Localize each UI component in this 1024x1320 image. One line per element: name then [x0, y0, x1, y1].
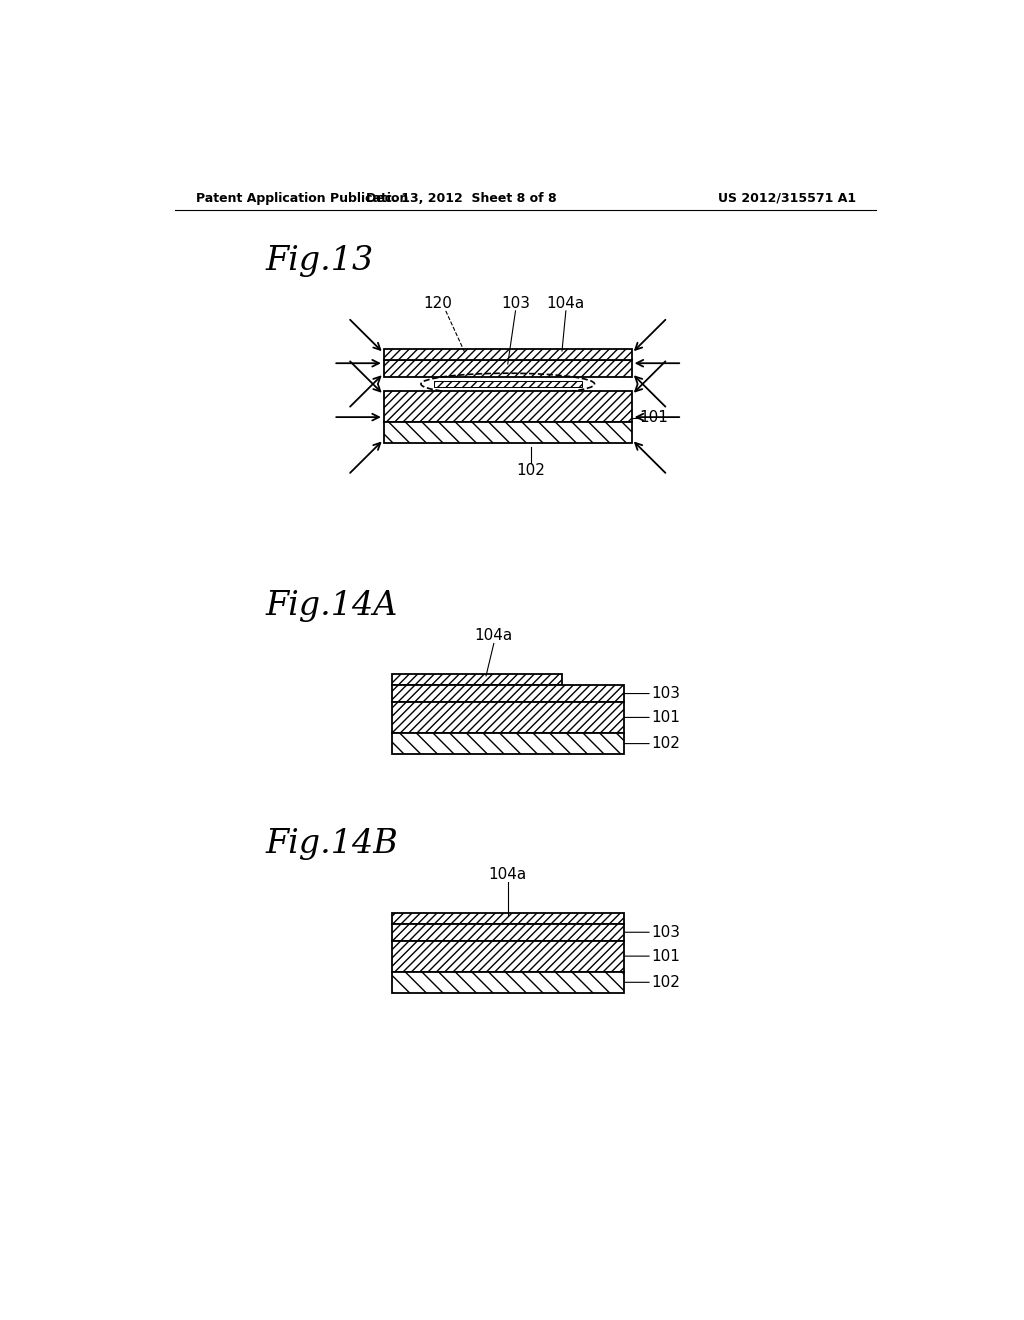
- Bar: [391, 913, 624, 924]
- Text: 101: 101: [651, 949, 680, 964]
- Bar: [434, 381, 582, 387]
- Text: 101: 101: [640, 411, 669, 425]
- Bar: [391, 685, 624, 702]
- Text: Dec. 13, 2012  Sheet 8 of 8: Dec. 13, 2012 Sheet 8 of 8: [366, 191, 557, 205]
- Bar: [384, 360, 632, 378]
- Text: US 2012/315571 A1: US 2012/315571 A1: [719, 191, 856, 205]
- Text: 102: 102: [651, 737, 680, 751]
- Text: Fig.14A: Fig.14A: [266, 590, 398, 622]
- Bar: [391, 702, 624, 733]
- Bar: [384, 350, 632, 360]
- Text: 104a: 104a: [475, 628, 513, 644]
- Text: 102: 102: [516, 462, 546, 478]
- Bar: [391, 941, 624, 972]
- Bar: [384, 422, 632, 444]
- Text: 103: 103: [501, 296, 530, 312]
- Bar: [391, 924, 624, 941]
- Text: 102: 102: [651, 974, 680, 990]
- Bar: [391, 675, 562, 685]
- Text: Fig.14B: Fig.14B: [266, 829, 398, 861]
- Text: 103: 103: [651, 686, 680, 701]
- Text: 104a: 104a: [488, 867, 527, 882]
- Bar: [391, 733, 624, 755]
- Text: 120: 120: [424, 296, 453, 312]
- Bar: [384, 391, 632, 422]
- Text: 103: 103: [651, 925, 680, 940]
- Text: 104a: 104a: [547, 296, 585, 312]
- Bar: [391, 972, 624, 993]
- Text: Fig.13: Fig.13: [266, 244, 374, 277]
- Text: 101: 101: [651, 710, 680, 725]
- Text: Patent Application Publication: Patent Application Publication: [197, 191, 409, 205]
